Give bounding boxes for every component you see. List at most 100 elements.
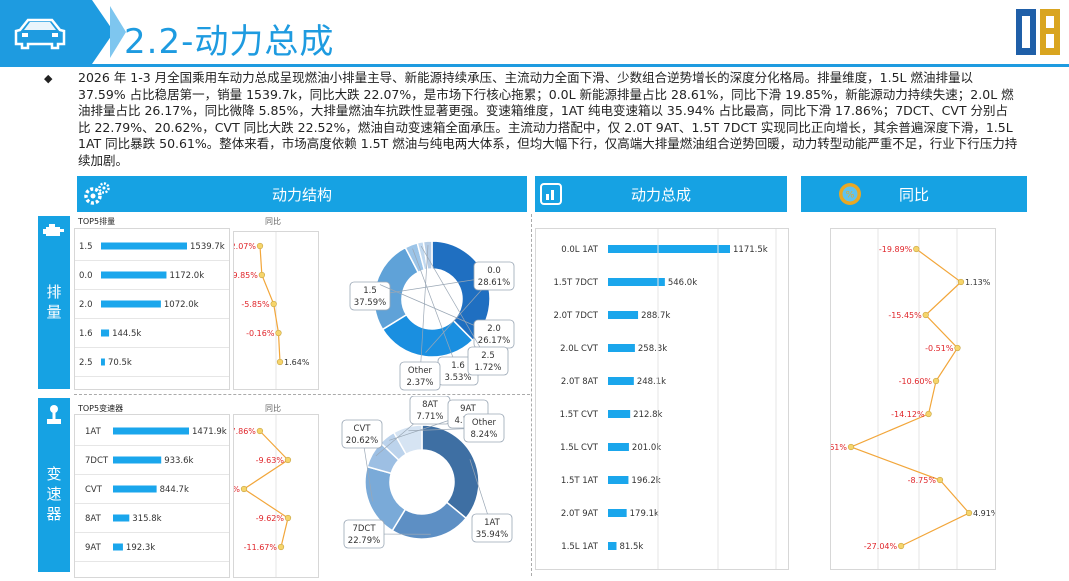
bar-category-label: 1.5T 1AT (561, 476, 599, 486)
displacement-yoy-chart: -22.07%-19.85%-5.85%-0.16%1.64% (234, 232, 318, 389)
bar-category-label: 1AT (85, 427, 102, 437)
side-label-displacement: 排量 (38, 216, 70, 389)
yoy-line (244, 431, 288, 547)
donut-label-percent: 7.71% (416, 412, 443, 422)
bar (101, 359, 105, 366)
bar-category-label: 2.0T 7DCT (554, 311, 599, 321)
page-title: 2.2-动力总成 (124, 14, 334, 63)
yoy-value-label: -11.67% (244, 543, 278, 552)
yoy-marker (285, 515, 291, 521)
bar-category-label: 1.5L CVT (560, 443, 599, 453)
header-icon-box (0, 0, 92, 64)
bar-value-label: 844.7k (160, 485, 189, 495)
bar-category-label: CVT (85, 485, 103, 495)
bar (113, 457, 161, 464)
yoy-marker (958, 279, 964, 285)
bar-category-label: 1.5T 7DCT (554, 278, 599, 288)
donut-label-percent: 26.17% (478, 336, 510, 346)
bar (113, 544, 123, 551)
bar-category-label: 2.0 (79, 300, 93, 310)
bar-category-label: 1.5T CVT (560, 410, 599, 420)
percent-badge-icon: % (838, 182, 862, 206)
yoy-marker (278, 544, 284, 550)
divider-horizontal (74, 394, 530, 395)
yoy-marker (898, 543, 904, 549)
banner-yoy-label: 同比 (899, 184, 929, 205)
bar-value-label: 201.0k (632, 443, 661, 453)
yoy-marker (271, 301, 277, 307)
bar-category-label: 1.6 (79, 329, 93, 339)
yoy-marker (933, 378, 939, 384)
bar (608, 509, 627, 517)
yoy-marker (926, 411, 932, 417)
yoy-marker (923, 312, 929, 318)
bar (608, 542, 616, 550)
donut-label-percent: 2.37% (406, 378, 433, 388)
gear-shifter-icon (45, 404, 63, 426)
bar (608, 344, 635, 352)
bar (113, 486, 157, 493)
donut-label-percent: 8.24% (470, 430, 497, 440)
yoy-marker (241, 486, 247, 492)
yoy-value-label: -14.12% (891, 410, 925, 419)
yoy-value-label: -10.60% (899, 377, 933, 386)
bar-value-label: 192.3k (126, 543, 155, 553)
donut-label-name: Other (472, 418, 497, 428)
bar-value-label: 933.6k (164, 456, 193, 466)
donut-label-name: 1AT (484, 518, 501, 528)
yoy-value-label: -8.75% (908, 476, 937, 485)
divider-vertical (531, 214, 532, 576)
yoy-value-label: 1.64% (284, 358, 310, 367)
bar (608, 476, 628, 484)
donut-label-percent: 3.53% (444, 373, 471, 383)
bar (608, 245, 730, 253)
donut-label-percent: 35.94% (476, 530, 508, 540)
bar-value-label: 81.5k (619, 542, 643, 552)
displacement-yoy-title: 同比 (265, 216, 281, 227)
transmission-donut-chart: 1AT35.94%7DCT22.79%CVT20.62%8AT7.71%9AT4… (330, 396, 530, 578)
donut-label-name: CVT (354, 424, 372, 434)
bar-category-label: 7DCT (85, 456, 109, 466)
yoy-value-label: -19.85% (234, 271, 258, 280)
yoy-marker (257, 428, 263, 434)
bar-category-label: 2.0T 8AT (561, 377, 599, 387)
yoy-marker (937, 477, 943, 483)
displacement-donut-chart: 1.537.59%0.028.61%2.026.17%1.63.53%2.51.… (330, 212, 530, 394)
bar-value-label: 1072.0k (164, 300, 199, 310)
bar-category-label: 0.0L 1AT (561, 245, 599, 255)
yoy-value-label: -27.04% (864, 542, 898, 551)
displacement-yoy-panel: -22.07%-19.85%-5.85%-0.16%1.64% (233, 231, 319, 390)
yoy-value-label: -0.16% (246, 329, 275, 338)
donut-label-percent: 37.59% (354, 298, 386, 308)
bar-category-label: 8AT (85, 514, 102, 524)
powertrain-yoy-chart: -19.89%1.13%-15.45%-0.51%-10.60%-14.12%-… (831, 229, 995, 569)
bar (101, 272, 166, 279)
bar (608, 410, 630, 418)
bar-value-label: 1471.9k (192, 427, 227, 437)
transmission-yoy-panel: -17.86%-9.63%-22.52%-9.62%-11.67% (233, 414, 319, 578)
donut-label-name: 1.5 (363, 286, 377, 296)
donut-label-name: 0.0 (487, 266, 501, 276)
yoy-marker (913, 246, 919, 252)
yoy-value-label: -17.86% (234, 427, 256, 436)
yoy-marker (966, 510, 972, 516)
banner-powertrain-label: 动力总成 (631, 184, 691, 205)
summary-paragraph: 2026 年 1-3 月全国乘用车动力总成呈现燃油小排量主导、新能源持续承压、主… (78, 70, 1018, 169)
side-label-transmission: 变速器 (38, 398, 70, 572)
yoy-marker (276, 330, 282, 336)
banner-structure-label: 动力结构 (272, 184, 332, 205)
donut-label-name: 2.5 (481, 351, 495, 361)
donut-label-name: Other (408, 366, 433, 376)
bar-value-label: 258.3k (638, 344, 667, 354)
yoy-marker (955, 345, 961, 351)
bar (113, 515, 129, 522)
brand-logo (1012, 5, 1064, 59)
header-rule (0, 64, 1069, 67)
yoy-marker (259, 272, 265, 278)
bar-category-label: 2.5 (79, 358, 93, 368)
yoy-marker (848, 444, 854, 450)
